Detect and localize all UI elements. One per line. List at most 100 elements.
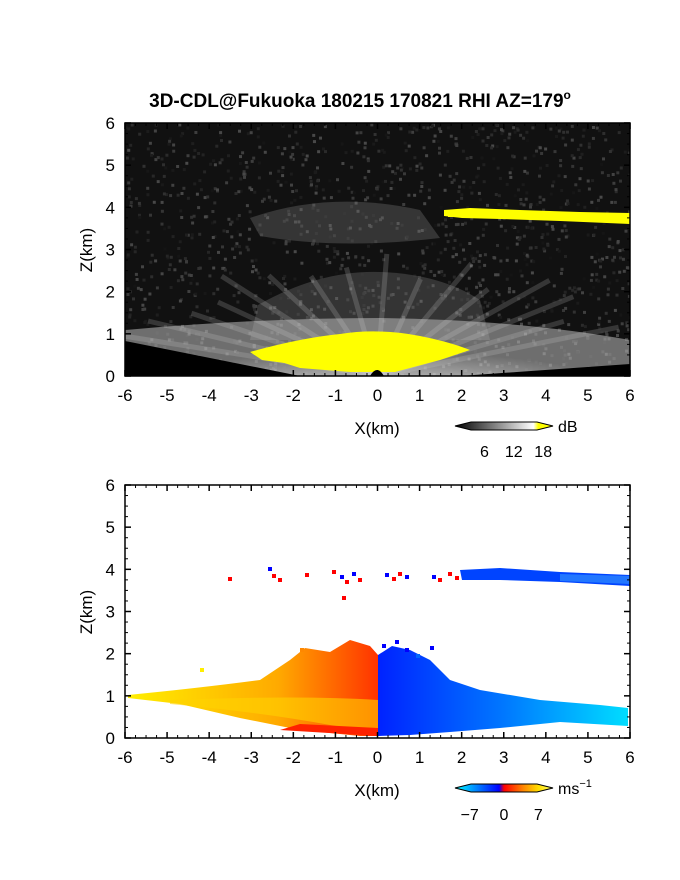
- reflectivity-noise-pixel: [519, 198, 523, 201]
- reflectivity-xtick-label: 1: [415, 386, 424, 405]
- reflectivity-noise-pixel: [419, 299, 423, 303]
- reflectivity-noise-pixel: [550, 225, 554, 229]
- reflectivity-noise-pixel: [499, 259, 503, 263]
- reflectivity-noise-pixel: [284, 242, 288, 246]
- reflectivity-noise-pixel: [183, 257, 187, 261]
- reflectivity-noise-pixel: [421, 251, 425, 255]
- reflectivity-noise-pixel: [615, 279, 619, 283]
- velocity-speckle: [278, 578, 282, 582]
- reflectivity-noise-pixel: [593, 260, 597, 264]
- reflectivity-noise-pixel: [483, 263, 487, 267]
- reflectivity-noise-pixel: [225, 230, 229, 234]
- reflectivity-noise-pixel: [160, 183, 164, 187]
- reflectivity-ytick-label: 4: [106, 198, 115, 217]
- reflectivity-noise-pixel: [283, 274, 287, 278]
- reflectivity-noise-pixel: [193, 182, 197, 186]
- velocity-xtick-label: -3: [244, 748, 259, 767]
- velocity-ytick-label: 2: [106, 645, 115, 664]
- reflectivity-noise-pixel: [254, 268, 258, 272]
- reflectivity-noise-pixel: [168, 139, 172, 143]
- reflectivity-noise-pixel: [555, 248, 559, 252]
- reflectivity-noise-pixel: [399, 168, 403, 172]
- beam-ray: [376, 324, 620, 376]
- reflectivity-noise-pixel: [458, 185, 462, 189]
- reflectivity-noise-pixel: [461, 149, 465, 153]
- reflectivity-noise-pixel: [399, 127, 403, 131]
- reflectivity-noise-pixel: [545, 164, 549, 167]
- reflectivity-noise-pixel: [285, 250, 289, 254]
- reflectivity-noise-pixel: [323, 307, 327, 311]
- reflectivity-noise-pixel: [408, 167, 412, 171]
- reflectivity-noise-pixel: [618, 270, 622, 274]
- reflectivity-noise-pixel: [525, 305, 529, 309]
- reflectivity-noise-pixel: [250, 259, 254, 263]
- velocity-speckle: [340, 575, 344, 579]
- reflectivity-noise-pixel: [564, 143, 568, 147]
- reflectivity-noise-pixel: [384, 164, 388, 168]
- reflectivity-noise-pixel: [151, 174, 155, 178]
- reflectivity-noise-pixel: [226, 169, 230, 173]
- reflectivity-noise-pixel: [403, 300, 407, 304]
- reflectivity-noise-pixel: [269, 171, 272, 175]
- reflectivity-noise-pixel: [316, 179, 320, 183]
- reflectivity-noise-pixel: [382, 165, 386, 169]
- reflectivity-noise-pixel: [425, 246, 429, 250]
- receding-echo-core: [170, 697, 378, 733]
- reflectivity-noise-pixel: [438, 173, 442, 177]
- reflectivity-noise-pixel: [590, 200, 594, 204]
- reflectivity-noise-pixel: [525, 253, 529, 257]
- reflectivity-noise-pixel: [557, 129, 561, 133]
- reflectivity-noise-pixel: [418, 162, 422, 166]
- reflectivity-noise-pixel: [499, 270, 503, 273]
- reflectivity-noise-pixel: [293, 198, 297, 202]
- reflectivity-noise-pixel: [444, 294, 447, 298]
- reflectivity-noise-pixel: [372, 193, 376, 197]
- reflectivity-noise-pixel: [402, 264, 406, 268]
- reflectivity-noise-pixel: [315, 185, 319, 189]
- reflectivity-noise-pixel: [560, 267, 564, 271]
- reflectivity-noise-pixel: [476, 236, 480, 240]
- reflectivity-noise-pixel: [138, 132, 142, 136]
- velocity-xtick-label: 2: [457, 748, 466, 767]
- reflectivity-noise-pixel: [328, 179, 332, 183]
- reflectivity-noise-pixel: [370, 241, 374, 245]
- velocity-colorbar-tick-label: −7: [461, 807, 479, 824]
- reflectivity-noise-pixel: [415, 164, 419, 168]
- reflectivity-noise-pixel: [599, 259, 603, 263]
- reflectivity-noise-pixel: [299, 232, 303, 236]
- reflectivity-noise-pixel: [289, 172, 293, 176]
- reflectivity-xtick-label: -1: [328, 386, 343, 405]
- reflectivity-noise-pixel: [169, 320, 173, 324]
- reflectivity-noise-pixel: [179, 134, 183, 138]
- velocity-speckle: [332, 570, 336, 574]
- reflectivity-noise-pixel: [266, 216, 270, 220]
- reflectivity-noise-pixel: [376, 185, 380, 189]
- reflectivity-noise-pixel: [455, 311, 459, 315]
- reflectivity-noise-pixel: [459, 308, 463, 311]
- reflectivity-noise-pixel: [156, 180, 160, 184]
- reflectivity-noise-pixel: [413, 274, 417, 278]
- reflectivity-noise-pixel: [141, 265, 144, 269]
- reflectivity-noise-pixel: [562, 294, 566, 298]
- reflectivity-noise-pixel: [245, 245, 249, 249]
- reflectivity-noise-pixel: [628, 210, 630, 214]
- reflectivity-noise-pixel: [617, 131, 621, 135]
- reflectivity-noise-pixel: [504, 203, 508, 207]
- reflectivity-noise-pixel: [605, 333, 609, 337]
- reflectivity-noise-pixel: [231, 247, 235, 251]
- reflectivity-noise-pixel: [146, 147, 150, 151]
- reflectivity-noise-pixel: [622, 269, 626, 273]
- reflectivity-noise-pixel: [511, 154, 515, 158]
- reflectivity-noise-pixel: [522, 234, 526, 238]
- reflectivity-noise-pixel: [478, 254, 482, 258]
- reflectivity-noise-pixel: [143, 321, 147, 324]
- reflectivity-noise-pixel: [372, 214, 375, 217]
- reflectivity-noise-pixel: [361, 212, 365, 216]
- reflectivity-noise-pixel: [557, 237, 561, 241]
- reflectivity-noise-pixel: [133, 284, 137, 288]
- reflectivity-noise-pixel: [329, 286, 333, 290]
- reflectivity-noise-pixel: [310, 183, 313, 187]
- reflectivity-noise-pixel: [311, 278, 315, 282]
- reflectivity-noise-pixel: [210, 189, 214, 193]
- reflectivity-noise-pixel: [477, 259, 481, 263]
